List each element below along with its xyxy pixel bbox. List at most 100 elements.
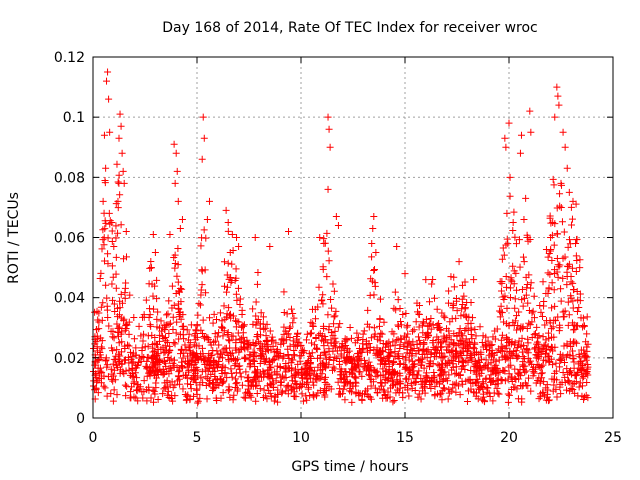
data-point [559,128,567,136]
data-point [255,372,263,380]
data-point [221,348,229,356]
data-point [394,296,402,304]
data-point [249,305,257,313]
data-point [183,326,191,334]
data-point [473,375,481,383]
data-point [557,357,565,365]
data-point [480,363,488,371]
data-point [433,378,441,386]
data-point [128,353,136,361]
data-point [428,280,436,288]
data-point [252,377,260,385]
data-point [302,370,310,378]
data-point [211,337,219,345]
data-point [216,309,224,317]
data-point [190,375,198,383]
data-point [107,390,115,398]
data-point [396,305,404,313]
data-point [539,312,547,320]
data-point [332,338,340,346]
data-point [231,384,239,392]
data-point [96,274,104,282]
data-point [556,190,564,198]
data-point [173,377,181,385]
data-point [507,361,515,369]
data-point [274,351,282,359]
data-point [523,346,531,354]
data-point [536,301,544,309]
data-point [502,283,510,291]
data-point [287,305,295,313]
data-point [493,325,501,333]
data-point [198,234,206,242]
data-point [530,330,538,338]
data-point [413,371,421,379]
data-point [237,373,245,381]
data-point [172,329,180,337]
data-point [421,384,429,392]
data-point [330,287,338,295]
data-point [173,318,181,326]
data-point [452,388,460,396]
data-point [344,379,352,387]
data-point [115,171,123,179]
data-point [371,265,379,273]
data-point [566,236,574,244]
data-point [298,390,306,398]
data-point [573,257,581,265]
data-point [251,367,259,375]
data-point [381,379,389,387]
data-point [121,356,129,364]
data-point [527,387,535,395]
data-point [414,333,422,341]
data-point [447,273,455,281]
data-point [536,393,544,401]
data-point [519,353,527,361]
data-point [547,219,555,227]
data-point [567,273,575,281]
points-layer [89,68,592,407]
data-point [430,294,438,302]
data-point [570,358,578,366]
data-point [440,312,448,320]
data-point [472,392,480,400]
data-point [335,390,343,398]
data-point [100,382,108,390]
data-point [236,362,244,370]
data-point [313,345,321,353]
data-point [266,389,274,397]
data-point [524,355,532,363]
data-point [264,382,272,390]
data-point [318,336,326,344]
data-point [501,377,509,385]
data-point [528,360,536,368]
data-point [439,369,447,377]
data-point [518,296,526,304]
data-point [347,365,355,373]
data-point [532,365,540,373]
data-point [347,334,355,342]
data-point [103,392,111,400]
data-point [497,302,505,310]
data-point [368,240,376,248]
data-point [571,389,579,397]
data-point [498,347,506,355]
data-point [130,314,138,322]
data-point [261,340,269,348]
data-point [397,317,405,325]
data-point [487,371,495,379]
data-point [526,321,534,329]
data-point [164,310,172,318]
y-tick-label: 0.08 [54,170,85,186]
data-point [165,321,173,329]
data-point [452,314,460,322]
data-point [150,358,158,366]
data-point [393,376,401,384]
data-point [275,353,283,361]
data-point [430,369,438,377]
data-point [503,320,511,328]
data-point [487,350,495,358]
data-point [305,364,313,372]
data-point [433,305,441,313]
data-point [219,389,227,397]
